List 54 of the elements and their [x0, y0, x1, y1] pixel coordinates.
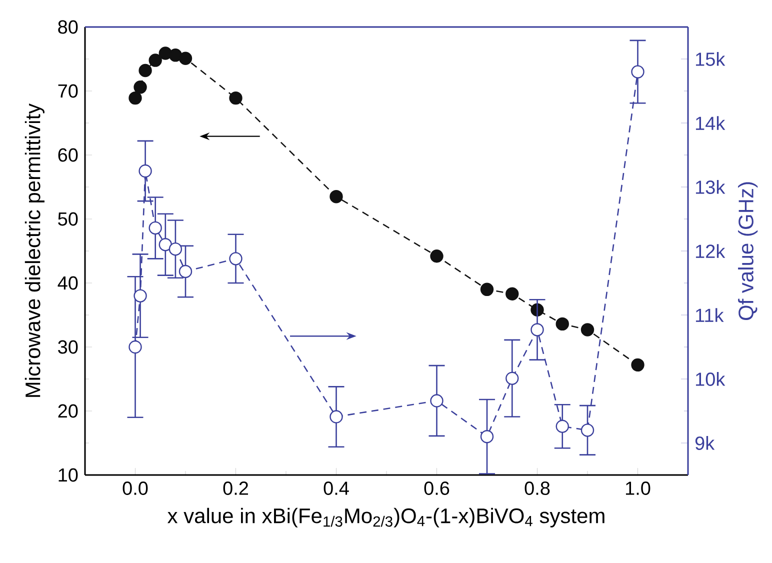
- y-tick-label: 80: [58, 20, 78, 34]
- y2-tick-label: 9k: [695, 436, 715, 450]
- y-tick-label: 50: [58, 212, 78, 226]
- point: [530, 323, 544, 336]
- y2-tick-label: 14k: [696, 116, 726, 130]
- point: [148, 54, 162, 67]
- y2-tick-label: 11k: [696, 308, 724, 322]
- y2-tick-label: 12k: [696, 244, 726, 258]
- point: [430, 250, 444, 263]
- point: [158, 238, 172, 252]
- point: [631, 65, 644, 78]
- y-tick-label: 20: [58, 404, 78, 418]
- y-axis-title: Microwave dielectric permittivity: [24, 103, 44, 397]
- y-tick-label: 70: [58, 84, 78, 98]
- point: [506, 287, 519, 300]
- y-tick-label: 10: [58, 468, 78, 482]
- point: [330, 410, 343, 424]
- point: [178, 264, 192, 278]
- y-tick-label: 40: [58, 276, 78, 290]
- point: [134, 289, 147, 302]
- text: x value in xBi(Fe$_{1/3}$Mo$_{2/3}$)O$_{4}$-(1-x)BiVO$_{4}$ system: [168, 508, 604, 528]
- point: [631, 358, 644, 372]
- point: [480, 282, 494, 296]
- y-tick-label: 60: [58, 148, 78, 162]
- point: [138, 64, 152, 78]
- point: [430, 394, 444, 408]
- y2-tick-label: 10k: [696, 372, 726, 386]
- point: [138, 164, 152, 178]
- x-tick-label: 0.6: [424, 482, 450, 495]
- point: [580, 424, 594, 437]
- x-tick-label: 1.0: [626, 482, 650, 495]
- x-tick-label: 0.2: [223, 482, 248, 495]
- x-tick-label: 0.4: [324, 482, 349, 495]
- point: [148, 221, 162, 235]
- point: [506, 372, 519, 385]
- point: [134, 80, 147, 94]
- point: [178, 52, 192, 65]
- x-tick-label: 0.8: [524, 482, 550, 495]
- point: [168, 48, 182, 62]
- point: [229, 252, 242, 266]
- y-tick-label: 30: [58, 340, 78, 354]
- x-tick-label: 0.0: [122, 482, 148, 495]
- point: [330, 190, 343, 204]
- point: [580, 323, 594, 336]
- point: [556, 420, 569, 433]
- point: [128, 340, 142, 354]
- point: [480, 430, 494, 444]
- point: [168, 242, 182, 256]
- y2-axis-title: Qf value (GHz): [738, 182, 758, 320]
- point: [128, 91, 142, 105]
- y2-tick-label: 15k: [696, 52, 726, 66]
- point: [556, 317, 569, 331]
- point: [229, 91, 242, 105]
- y2-tick-label: 13k: [696, 180, 726, 194]
